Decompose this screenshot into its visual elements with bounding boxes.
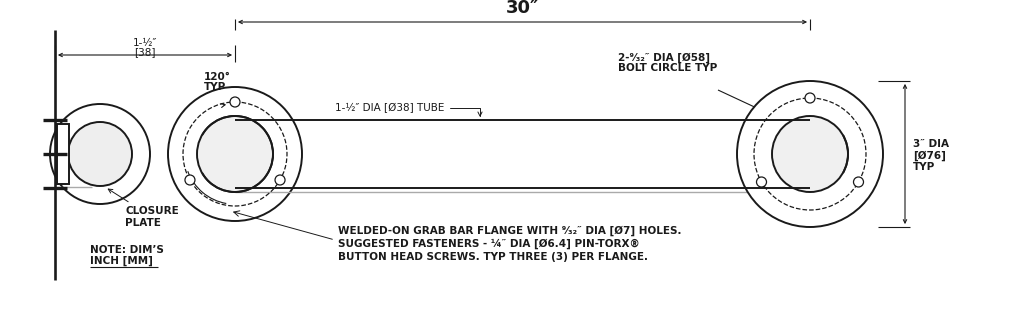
Circle shape	[230, 97, 240, 107]
Text: SUGGESTED FASTENERS - ¼″ DIA [Ø6.4] PIN-TORX®: SUGGESTED FASTENERS - ¼″ DIA [Ø6.4] PIN-…	[338, 239, 640, 249]
Circle shape	[275, 175, 285, 185]
Circle shape	[50, 104, 150, 204]
Text: TYP: TYP	[913, 162, 935, 172]
Circle shape	[757, 177, 767, 187]
Text: TYP: TYP	[204, 82, 226, 92]
Text: BUTTON HEAD SCREWS. TYP THREE (3) PER FLANGE.: BUTTON HEAD SCREWS. TYP THREE (3) PER FL…	[338, 252, 648, 262]
Text: 30″: 30″	[506, 0, 539, 17]
Text: NOTE: DIM’S: NOTE: DIM’S	[90, 245, 164, 255]
Text: CLOSURE
PLATE: CLOSURE PLATE	[109, 189, 179, 228]
Circle shape	[772, 116, 848, 192]
Text: [38]: [38]	[134, 47, 156, 57]
Text: BOLT CIRCLE TYP: BOLT CIRCLE TYP	[618, 63, 717, 73]
Text: 2-⁹⁄₃₂″ DIA [Ø58]: 2-⁹⁄₃₂″ DIA [Ø58]	[618, 53, 710, 63]
Circle shape	[197, 116, 273, 192]
Circle shape	[168, 87, 302, 221]
Text: [Ø76]: [Ø76]	[913, 151, 946, 161]
Circle shape	[805, 93, 815, 103]
Bar	[57, 124, 69, 184]
Text: 120°: 120°	[204, 72, 230, 82]
Text: INCH [MM]: INCH [MM]	[90, 256, 153, 266]
Text: 1-½″ DIA [Ø38] TUBE: 1-½″ DIA [Ø38] TUBE	[335, 103, 482, 116]
Circle shape	[68, 122, 132, 186]
Bar	[234, 120, 810, 188]
Text: 3″ DIA: 3″ DIA	[913, 139, 949, 149]
Circle shape	[737, 81, 883, 227]
Text: WELDED-ON GRAB BAR FLANGE WITH ⁹⁄₃₂″ DIA [Ø7] HOLES.: WELDED-ON GRAB BAR FLANGE WITH ⁹⁄₃₂″ DIA…	[338, 226, 682, 236]
Circle shape	[853, 177, 863, 187]
Circle shape	[185, 175, 195, 185]
Text: 1-½″: 1-½″	[133, 38, 158, 48]
